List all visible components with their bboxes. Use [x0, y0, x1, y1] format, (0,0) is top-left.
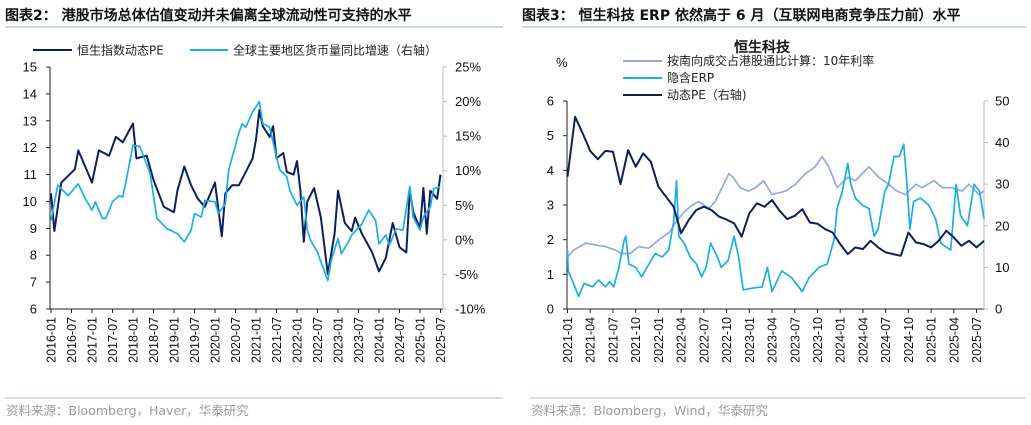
y-left-tick-label: 4 [547, 163, 554, 178]
y-right-tick-label: 25% [455, 60, 481, 75]
y-right-tick-label: 0 [995, 302, 1002, 317]
x-tick-label: 2025-04 [947, 317, 961, 363]
y-right-tick-label: 20 [995, 218, 1009, 233]
legend-label-10y-rate: 按南向成交占港股通比计算：10年利率 [667, 53, 874, 68]
y-left-tick-label: 7 [30, 275, 37, 290]
y-right-tick-label: 20% [455, 94, 481, 109]
x-tick-label: 2021-07 [606, 317, 620, 363]
series-line-1 [50, 100, 441, 282]
x-tick-label: 2021-01 [561, 317, 575, 363]
y-left-tick-label: 11 [24, 167, 38, 182]
legend-label-pe: 动态PE（右轴) [667, 87, 747, 102]
legend-label-hsi-pe: 恒生指数动态PE [77, 43, 164, 58]
x-tick-label: 2017-07 [106, 317, 120, 363]
y-right-tick-label: 5% [455, 198, 474, 213]
figure-3-heading: 图表3： 恒生科技 ERP 依然高于 6 月（互联网电商竞争压力前）水平 [522, 7, 960, 24]
y-left-tick-label: 9 [30, 221, 37, 236]
x-tick-label: 2024-01 [834, 317, 848, 363]
y-right-tick-label: 40 [995, 135, 1009, 150]
x-tick-label: 2023-01 [332, 317, 346, 363]
chart-2-title: 恒生科技 [734, 39, 791, 56]
figure-2-heading: 图表2： 港股市场总体估值变动并未偏离全球流动性可支持的水平 [5, 7, 412, 24]
x-tick-label: 2023-07 [352, 317, 366, 363]
x-tick-label: 2024-01 [373, 317, 387, 363]
chart-1-legend: 恒生指数动态PE 全球主要地区货币量同比增速（右轴） [33, 43, 437, 58]
x-tick-label: 2023-10 [811, 317, 825, 363]
y-left-tick-label: 10 [23, 194, 37, 209]
x-tick-label: 2019-01 [168, 317, 182, 363]
series-line-0 [566, 155, 985, 258]
legend-label-money-growth: 全球主要地区货币量同比增速（右轴） [233, 43, 437, 58]
y-left-tick-label: 14 [23, 86, 37, 101]
x-tick-label: 2022-01 [652, 317, 666, 363]
series-line-2 [566, 115, 985, 257]
x-tick-label: 2024-10 [902, 317, 916, 363]
x-tick-label: 2025-01 [414, 317, 428, 363]
x-tick-label: 2022-04 [675, 317, 689, 363]
series-line-0 [50, 109, 442, 275]
y-right-tick-label: -5% [455, 267, 479, 282]
figure-3-source: 资料来源：Bloomberg，Wind，华泰研究 [531, 403, 768, 418]
y-left-tick-label: 1 [547, 267, 554, 282]
x-tick-label: 2017-01 [86, 317, 100, 363]
chart-2-legend: 按南向成交占港股通比计算：10年利率 隐含ERP 动态PE（右轴) [623, 53, 874, 102]
y-left-tick-label: 8 [30, 248, 37, 263]
x-tick-label: 2025-07 [434, 317, 448, 363]
x-tick-label: 2021-01 [250, 317, 264, 363]
x-tick-label: 2016-07 [65, 317, 79, 363]
x-tick-label: 2020-01 [209, 317, 223, 363]
x-tick-label: 2021-04 [584, 317, 598, 363]
y-left-tick-label: 13 [23, 113, 37, 128]
figure-2-source: 资料来源：Bloomberg，Haver，华泰研究 [6, 403, 249, 418]
x-tick-label: 2022-07 [697, 317, 711, 363]
y-right-tick-label: 50 [995, 94, 1009, 109]
x-tick-label: 2018-01 [127, 317, 141, 363]
y-left-tick-label: 6 [30, 302, 37, 317]
y-right-tick-label: 0% [455, 232, 474, 247]
x-tick-label: 2020-07 [229, 317, 243, 363]
x-tick-label: 2024-07 [393, 317, 407, 363]
y-left-tick-label: 3 [547, 198, 554, 213]
x-tick-label: 2024-07 [879, 317, 893, 363]
legend-label-erp: 隐含ERP [667, 70, 714, 85]
y-left-tick-label: 2 [547, 232, 554, 247]
x-tick-label: 2016-01 [45, 317, 59, 363]
x-tick-label: 2019-07 [188, 317, 202, 363]
x-tick-label: 2022-01 [291, 317, 305, 363]
x-tick-label: 2018-07 [147, 317, 161, 363]
y-left-unit: % [556, 55, 568, 70]
x-tick-label: 2024-04 [856, 317, 870, 363]
x-tick-label: 2025-01 [925, 317, 939, 363]
y-right-tick-label: 15% [455, 129, 481, 144]
x-tick-label: 2022-07 [311, 317, 325, 363]
x-tick-label: 2021-10 [629, 317, 643, 363]
chart-1-plot: 15 14 13 12 11 10 9 8 7 6 25% 20% 15% 10% 5% 0% -5% -10% 2… [23, 60, 486, 363]
y-left-tick-label: 5 [547, 128, 554, 143]
x-tick-label: 2021-07 [270, 317, 284, 363]
x-tick-label: 2023-07 [788, 317, 802, 363]
y-right-tick-label: 10% [455, 163, 481, 178]
series-line-1 [566, 143, 985, 298]
y-left-tick-label: 0 [547, 302, 554, 317]
x-tick-label: 2022-10 [720, 317, 734, 363]
y-right-tick-label: -10% [455, 302, 486, 317]
y-right-tick-label: 10 [995, 260, 1009, 275]
y-left-tick-label: 12 [23, 140, 37, 155]
y-right-tick-label: 30 [995, 177, 1009, 192]
x-tick-label: 2025-07 [970, 317, 984, 363]
y-left-tick-label: 6 [547, 94, 554, 109]
x-tick-label: 2023-01 [743, 317, 757, 363]
y-left-tick-label: 15 [23, 60, 37, 75]
x-tick-label: 2023-04 [766, 317, 780, 363]
